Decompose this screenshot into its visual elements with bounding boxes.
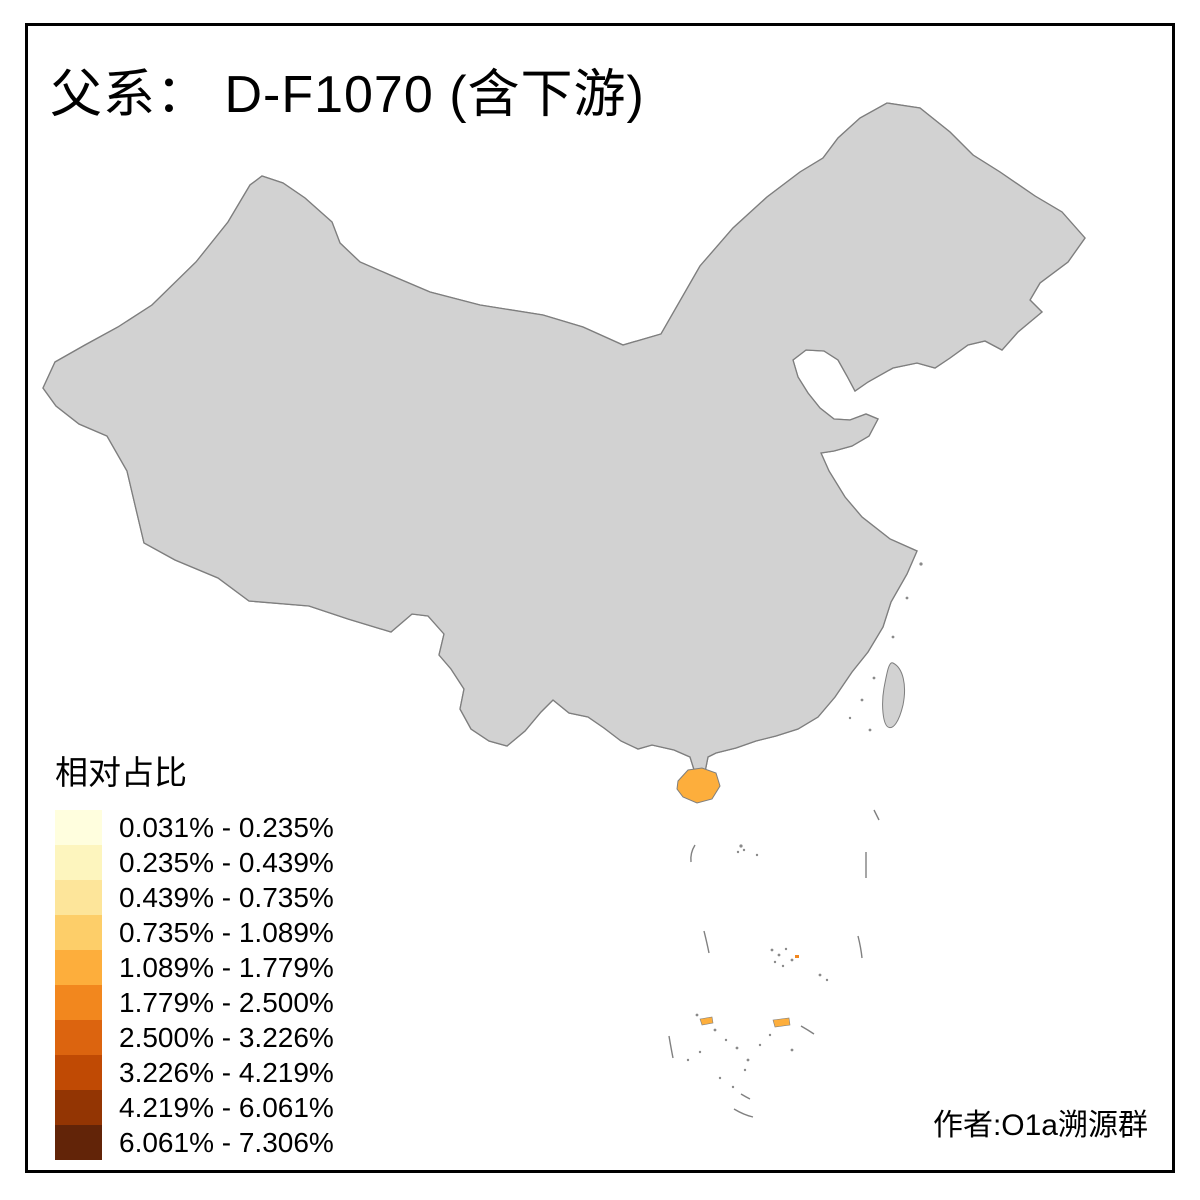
legend-swatch xyxy=(55,1125,102,1160)
legend-row: 0.031% - 0.235% xyxy=(55,810,334,845)
legend-label: 3.226% - 4.219% xyxy=(119,1057,334,1088)
legend-label: 0.031% - 0.235% xyxy=(119,812,334,843)
attribution: 作者:O1a溯源群 xyxy=(932,1109,1148,1142)
legend-label: 0.735% - 1.089% xyxy=(119,917,334,948)
legend-swatch xyxy=(55,880,102,915)
legend-swatch xyxy=(55,1090,102,1125)
legend-row: 1.779% - 2.500% xyxy=(55,985,334,1020)
legend-label: 1.089% - 1.779% xyxy=(119,952,334,983)
islet-orange-small xyxy=(795,955,799,958)
legend-row: 3.226% - 4.219% xyxy=(55,1055,334,1090)
legend-row: 0.235% - 0.439% xyxy=(55,845,334,880)
legend-row: 1.089% - 1.779% xyxy=(55,950,334,985)
legend-label: 4.219% - 6.061% xyxy=(119,1092,334,1123)
legend-swatch xyxy=(55,810,102,845)
legend-label: 6.061% - 7.306% xyxy=(119,1127,334,1158)
mainland-border xyxy=(42,102,1086,778)
legend-row: 0.735% - 1.089% xyxy=(55,915,334,950)
legend-title: 相对占比 xyxy=(55,754,187,791)
legend-rows: 0.031% - 0.235% 0.235% - 0.439% 0.439% - 0… xyxy=(55,810,334,1160)
taiwan-island xyxy=(882,662,906,729)
legend: 相对占比 0.031% - 0.235% 0.235% - 0.439% 0.439… xyxy=(55,746,334,1160)
legend-row: 4.219% - 6.061% xyxy=(55,1090,334,1125)
legend-label: 2.500% - 3.226% xyxy=(119,1022,334,1053)
legend-label: 0.235% - 0.439% xyxy=(119,847,334,878)
map-region xyxy=(814,353,830,371)
map-title: 父系： D-F1070 (含下游) xyxy=(50,66,645,124)
legend-swatch xyxy=(55,1020,102,1055)
islet-orange xyxy=(699,1016,714,1026)
legend-label: 1.779% - 2.500% xyxy=(119,987,334,1018)
islet-orange xyxy=(772,1017,791,1028)
legend-row: 2.500% - 3.226% xyxy=(55,1020,334,1055)
legend-swatch xyxy=(55,985,102,1020)
legend-swatch xyxy=(55,845,102,880)
legend-swatch xyxy=(55,915,102,950)
legend-row: 0.439% - 0.735% xyxy=(55,880,334,915)
legend-swatch xyxy=(55,950,102,985)
legend-label: 0.439% - 0.735% xyxy=(119,882,334,913)
sea-boundary-dashes xyxy=(668,809,880,1118)
small-islands xyxy=(686,562,923,1089)
legend-swatch xyxy=(55,1055,102,1090)
hainan-island xyxy=(676,767,721,804)
legend-row: 6.061% - 7.306% xyxy=(55,1125,334,1160)
